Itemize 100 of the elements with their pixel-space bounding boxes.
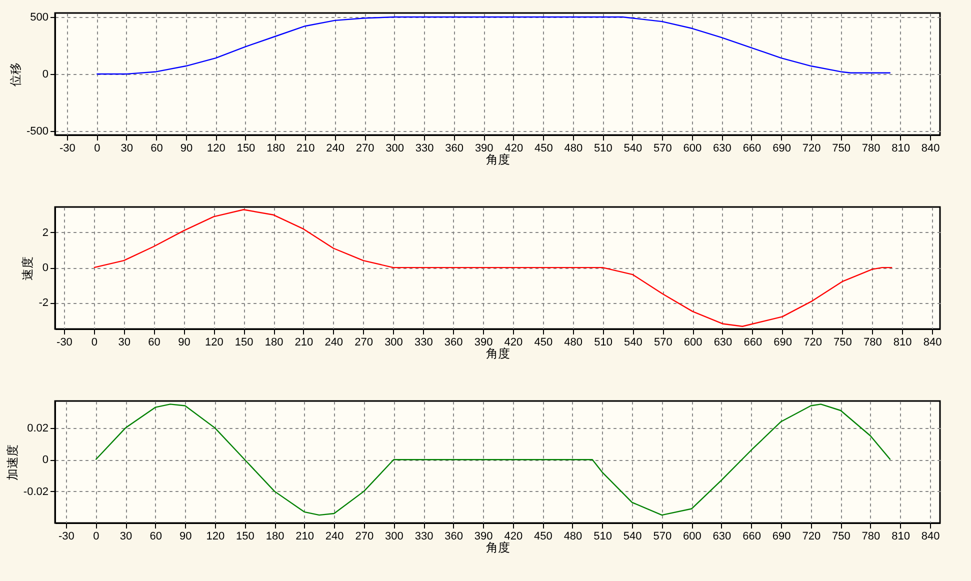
x-tick-label: 540 (623, 530, 642, 542)
x-tick-label: 480 (564, 336, 583, 348)
x-axis-title: 角度 (486, 152, 510, 166)
x-tick-label: 330 (414, 336, 433, 348)
x-tick-label: -30 (59, 142, 76, 154)
x-tick-label: 420 (504, 336, 523, 348)
x-tick-label: 180 (266, 142, 285, 154)
x-tick-label: 270 (356, 142, 374, 154)
y-axis-title: 位移 (8, 62, 22, 86)
x-tick-label: 570 (654, 142, 672, 154)
x-tick-label: 570 (653, 530, 672, 542)
x-tick-label: 30 (120, 142, 134, 154)
x-tick-label: 780 (863, 336, 882, 348)
y-axis-title: 速度 (20, 256, 35, 280)
x-tick-label: 60 (150, 142, 163, 154)
x-tick-label: 390 (474, 336, 493, 348)
x-tick-label: 150 (236, 530, 254, 542)
x-tick-label: 240 (324, 336, 344, 348)
x-tick-label: 480 (564, 142, 583, 154)
x-tick-label: 0 (94, 142, 100, 154)
x-tick-label: 450 (534, 336, 553, 348)
x-tick-label: 210 (294, 336, 314, 348)
x-tick-label: 720 (802, 142, 821, 154)
x-tick-label: 180 (264, 336, 284, 348)
x-tick-label: 300 (386, 142, 404, 154)
x-tick-label: 720 (804, 336, 822, 348)
x-tick-label: 840 (921, 530, 940, 542)
x-tick-label: 240 (326, 142, 344, 154)
x-tick-label: 180 (266, 530, 284, 542)
x-tick-label: 60 (148, 336, 160, 348)
x-tick-label: 690 (774, 336, 792, 348)
x-tick-label: 390 (474, 530, 493, 542)
x-tick-label: 360 (445, 142, 464, 154)
x-tick-label: 510 (594, 142, 612, 154)
y-tick-label: 2 (42, 226, 48, 239)
x-tick-label: 300 (385, 530, 404, 542)
x-tick-label: 570 (654, 336, 672, 348)
line-series (96, 16, 891, 75)
x-tick-label: 450 (534, 530, 552, 542)
line-series (95, 404, 891, 516)
x-tick-label: 150 (234, 336, 254, 348)
y-tick-label: 500 (30, 11, 48, 24)
x-tick-label: 420 (504, 142, 524, 154)
x-tick-label: 810 (893, 336, 912, 348)
y-tick-label: 0 (42, 262, 48, 274)
x-tick-label: 480 (564, 530, 582, 542)
x-tick-label: 300 (384, 336, 403, 348)
x-tick-label: 0 (91, 336, 98, 348)
x-tick-label: 30 (118, 336, 130, 348)
y-tick-label: -0.02 (23, 486, 48, 498)
y-tick-label: -2 (38, 297, 48, 310)
x-tick-label: 840 (923, 336, 942, 348)
x-tick-label: 120 (204, 336, 224, 348)
x-tick-label: 60 (150, 530, 162, 542)
y-tick-label: 0 (42, 454, 48, 466)
x-tick-label: 120 (207, 142, 226, 154)
x-tick-label: 750 (834, 336, 852, 348)
x-tick-label: 630 (712, 530, 732, 542)
x-tick-label: 30 (120, 530, 132, 542)
x-tick-label: 600 (683, 142, 702, 154)
x-tick-label: 360 (444, 530, 463, 542)
y-tick-label: 0.02 (27, 422, 48, 434)
x-tick-label: 330 (414, 530, 434, 542)
x-tick-label: -30 (58, 530, 74, 542)
x-tick-label: 150 (236, 142, 256, 154)
y-tick-label: 0 (42, 68, 48, 80)
x-tick-label: 330 (415, 142, 434, 154)
x-tick-label: 840 (921, 142, 940, 154)
x-tick-label: 690 (772, 142, 791, 154)
x-tick-label: 810 (892, 530, 910, 542)
y-tick-label: -500 (26, 126, 48, 138)
x-tick-label: 420 (504, 530, 523, 542)
x-tick-label: 750 (832, 530, 850, 542)
x-tick-label: 600 (683, 530, 702, 542)
x-tick-label: 90 (180, 142, 193, 154)
x-tick-label: 210 (296, 530, 314, 542)
x-tick-label: 210 (296, 142, 315, 154)
x-tick-label: 540 (624, 142, 642, 154)
x-tick-label: 630 (714, 336, 732, 348)
x-tick-label: 660 (742, 530, 761, 542)
x-tick-label: -30 (56, 336, 72, 348)
x-tick-label: 240 (325, 530, 344, 542)
x-tick-label: 360 (444, 336, 463, 348)
x-tick-label: 750 (832, 142, 850, 154)
x-tick-label: 390 (474, 142, 494, 154)
x-tick-label: 600 (684, 336, 702, 348)
x-tick-label: 270 (354, 336, 373, 348)
x-tick-label: 120 (206, 530, 225, 542)
x-tick-label: 270 (355, 530, 374, 542)
x-tick-label: 540 (624, 336, 642, 348)
x-tick-label: 510 (594, 336, 612, 348)
x-tick-label: 510 (594, 530, 612, 542)
x-tick-label: 780 (862, 142, 880, 154)
x-tick-label: 810 (892, 142, 910, 154)
x-axis-title: 角度 (486, 540, 510, 554)
x-tick-label: 780 (862, 530, 880, 542)
x-tick-label: 90 (178, 336, 190, 348)
x-tick-label: 720 (802, 530, 821, 542)
line-series (93, 209, 893, 327)
x-tick-label: 660 (742, 142, 762, 154)
